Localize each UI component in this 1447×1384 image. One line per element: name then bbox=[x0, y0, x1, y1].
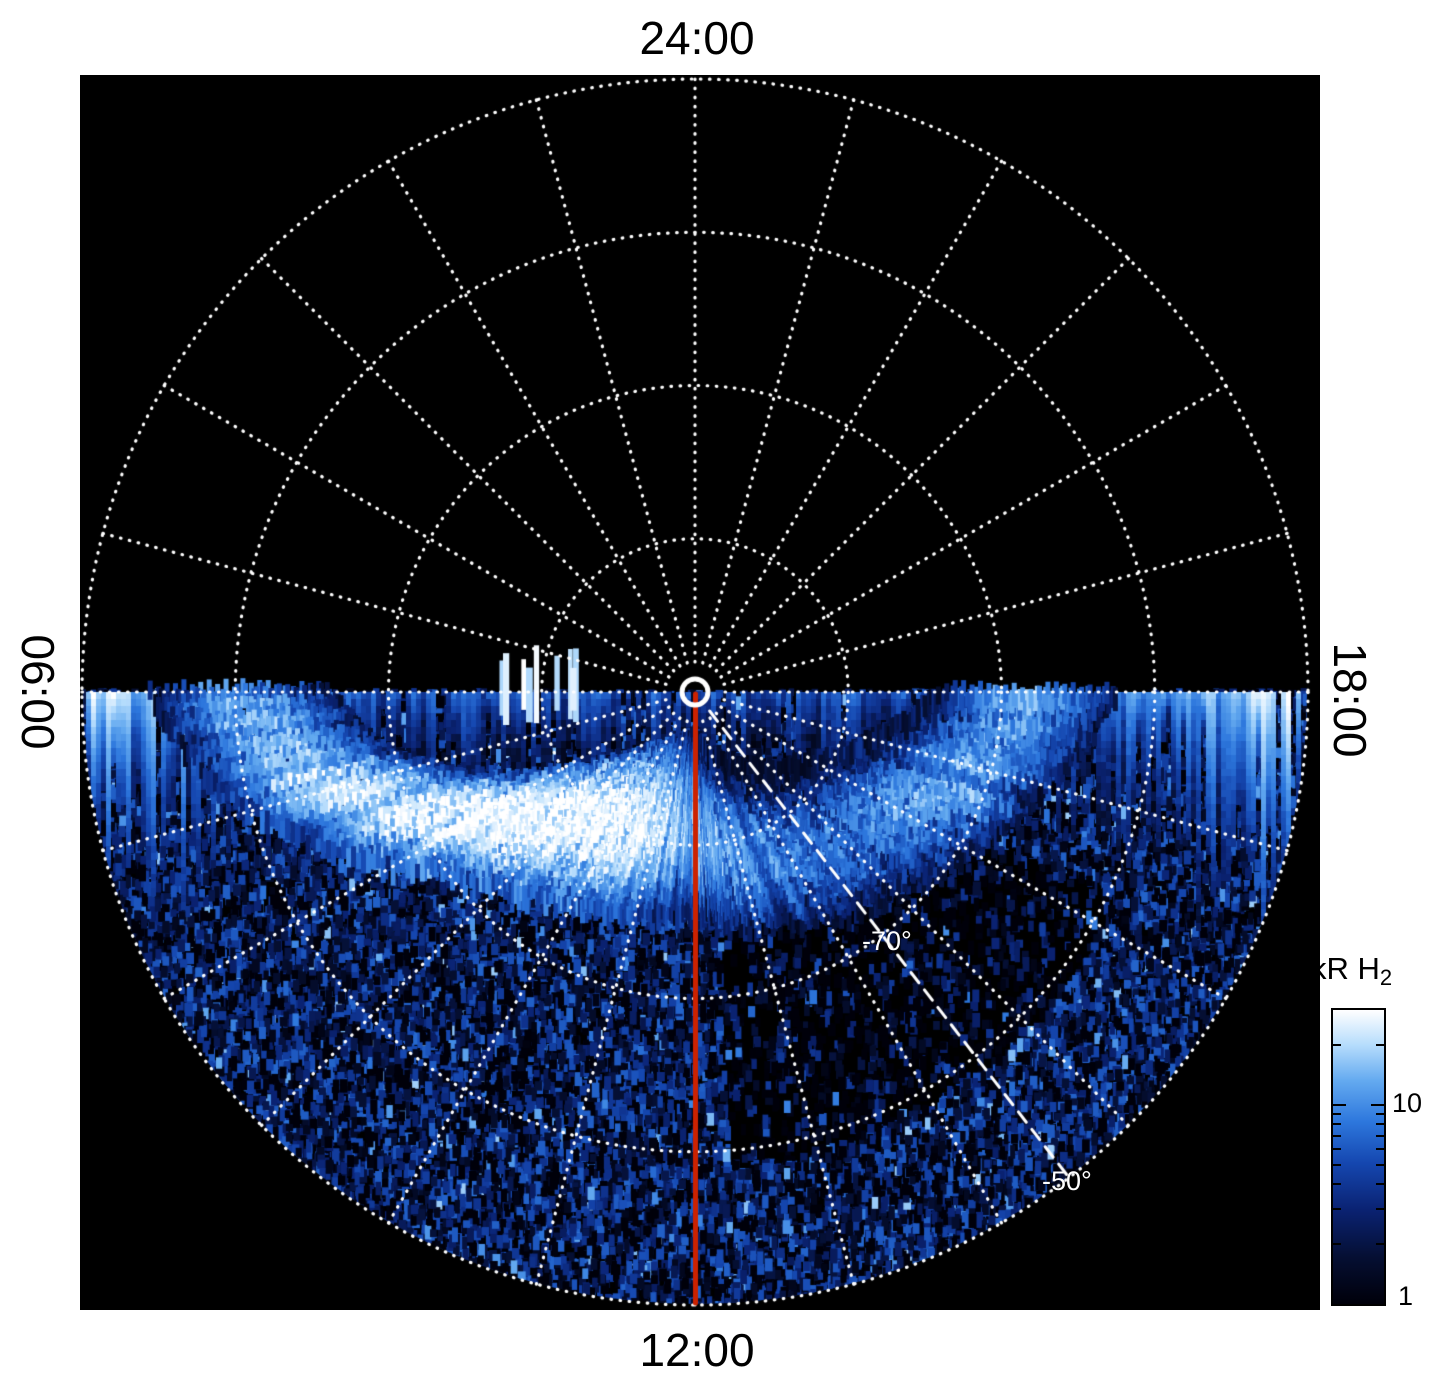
colorbar-tick bbox=[1371, 1103, 1384, 1106]
colorbar-tick bbox=[1376, 1113, 1384, 1116]
colorbar-tick bbox=[1376, 1183, 1384, 1186]
time-label-0600: 06:00 bbox=[12, 634, 64, 750]
colorbar-tick bbox=[1333, 1208, 1341, 1211]
colorbar-tick-label-10: 10 bbox=[1392, 1088, 1423, 1118]
colorbar-tick bbox=[1376, 1243, 1384, 1246]
colorbar-tick bbox=[1333, 1183, 1341, 1186]
lat-label-minus-70: -70° bbox=[862, 926, 912, 956]
colorbar-gradient bbox=[1331, 1008, 1386, 1306]
colorbar-tick bbox=[1333, 1113, 1341, 1116]
lat-label-minus-50: -50° bbox=[1042, 1166, 1092, 1196]
colorbar-tick-label-1: 1 bbox=[1398, 1281, 1414, 1311]
colorbar-title-sub: 2 bbox=[1379, 965, 1393, 990]
colorbar-tick bbox=[1333, 1163, 1341, 1166]
colorbar-tick bbox=[1333, 1134, 1341, 1137]
colorbar-tick bbox=[1376, 1134, 1384, 1137]
polar-plot-canvas bbox=[80, 75, 1320, 1310]
colorbar-tick bbox=[1376, 1148, 1384, 1151]
time-label-1800: 18:00 bbox=[1324, 642, 1376, 758]
colorbar-tick bbox=[1376, 1044, 1384, 1047]
colorbar-tick bbox=[1376, 1123, 1384, 1126]
time-label-2400: 24:00 bbox=[639, 12, 755, 64]
colorbar-title-main: kR H bbox=[1311, 951, 1380, 986]
colorbar-tick bbox=[1333, 1243, 1341, 1246]
time-label-1200: 12:00 bbox=[639, 1324, 755, 1376]
colorbar-title: kR H2 bbox=[1311, 951, 1392, 991]
colorbar-tick bbox=[1333, 1103, 1346, 1106]
colorbar-tick bbox=[1333, 1044, 1341, 1047]
colorbar-tick bbox=[1376, 1208, 1384, 1211]
colorbar-tick bbox=[1333, 1123, 1341, 1126]
colorbar-tick bbox=[1333, 1148, 1341, 1151]
colorbar-tick bbox=[1376, 1163, 1384, 1166]
